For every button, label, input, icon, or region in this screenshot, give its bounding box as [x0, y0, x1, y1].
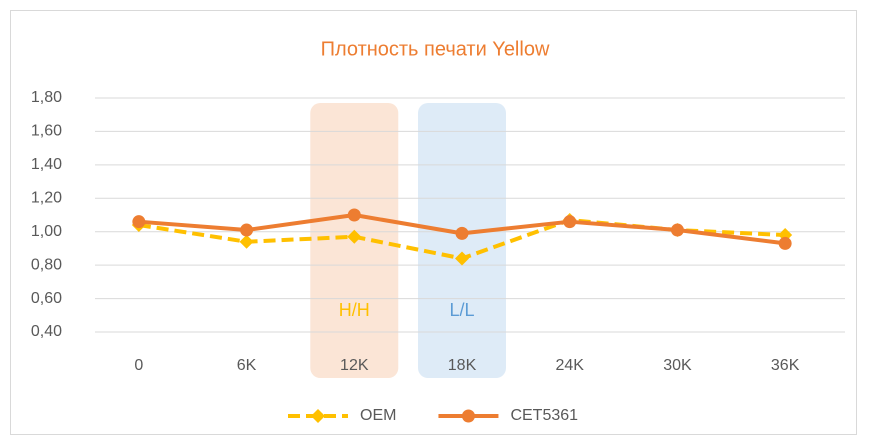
y-tick-label: 1,60: [31, 123, 62, 140]
x-tick-label: 24K: [555, 357, 584, 374]
y-tick-label: 0,80: [31, 256, 62, 273]
y-tick-label: 1,40: [31, 156, 62, 173]
legend-label: OEM: [360, 407, 396, 424]
x-tick-label: 0: [134, 357, 143, 374]
data-point: [347, 208, 361, 222]
annotation-shade: [418, 103, 506, 378]
data-point: [132, 215, 146, 229]
data-point: [239, 234, 254, 249]
data-point: [347, 229, 362, 244]
x-tick-label: 6K: [237, 357, 257, 374]
x-tick-label: 18K: [448, 357, 477, 374]
data-point: [455, 251, 469, 266]
data-point: [778, 236, 792, 250]
y-tick-label: 1,20: [31, 190, 62, 207]
y-tick-label: 1,80: [31, 89, 62, 106]
annotation: L/L: [449, 300, 474, 320]
data-point: [563, 215, 577, 229]
legend-label: CET5361: [510, 407, 578, 424]
x-tick-label: 30K: [663, 357, 692, 374]
chart-title: Плотность печати Yellow: [321, 38, 550, 60]
legend-marker: [461, 409, 475, 423]
y-tick-label: 0,60: [31, 290, 62, 307]
data-point: [240, 223, 254, 237]
legend-marker: [311, 409, 325, 423]
data-point: [455, 226, 469, 240]
data-point: [670, 223, 684, 237]
annotation: H/H: [339, 300, 370, 320]
y-tick-label: 1,00: [31, 223, 62, 240]
y-tick-label: 0,40: [31, 323, 62, 340]
x-tick-label: 12K: [340, 357, 369, 374]
x-tick-label: 36K: [771, 357, 800, 374]
